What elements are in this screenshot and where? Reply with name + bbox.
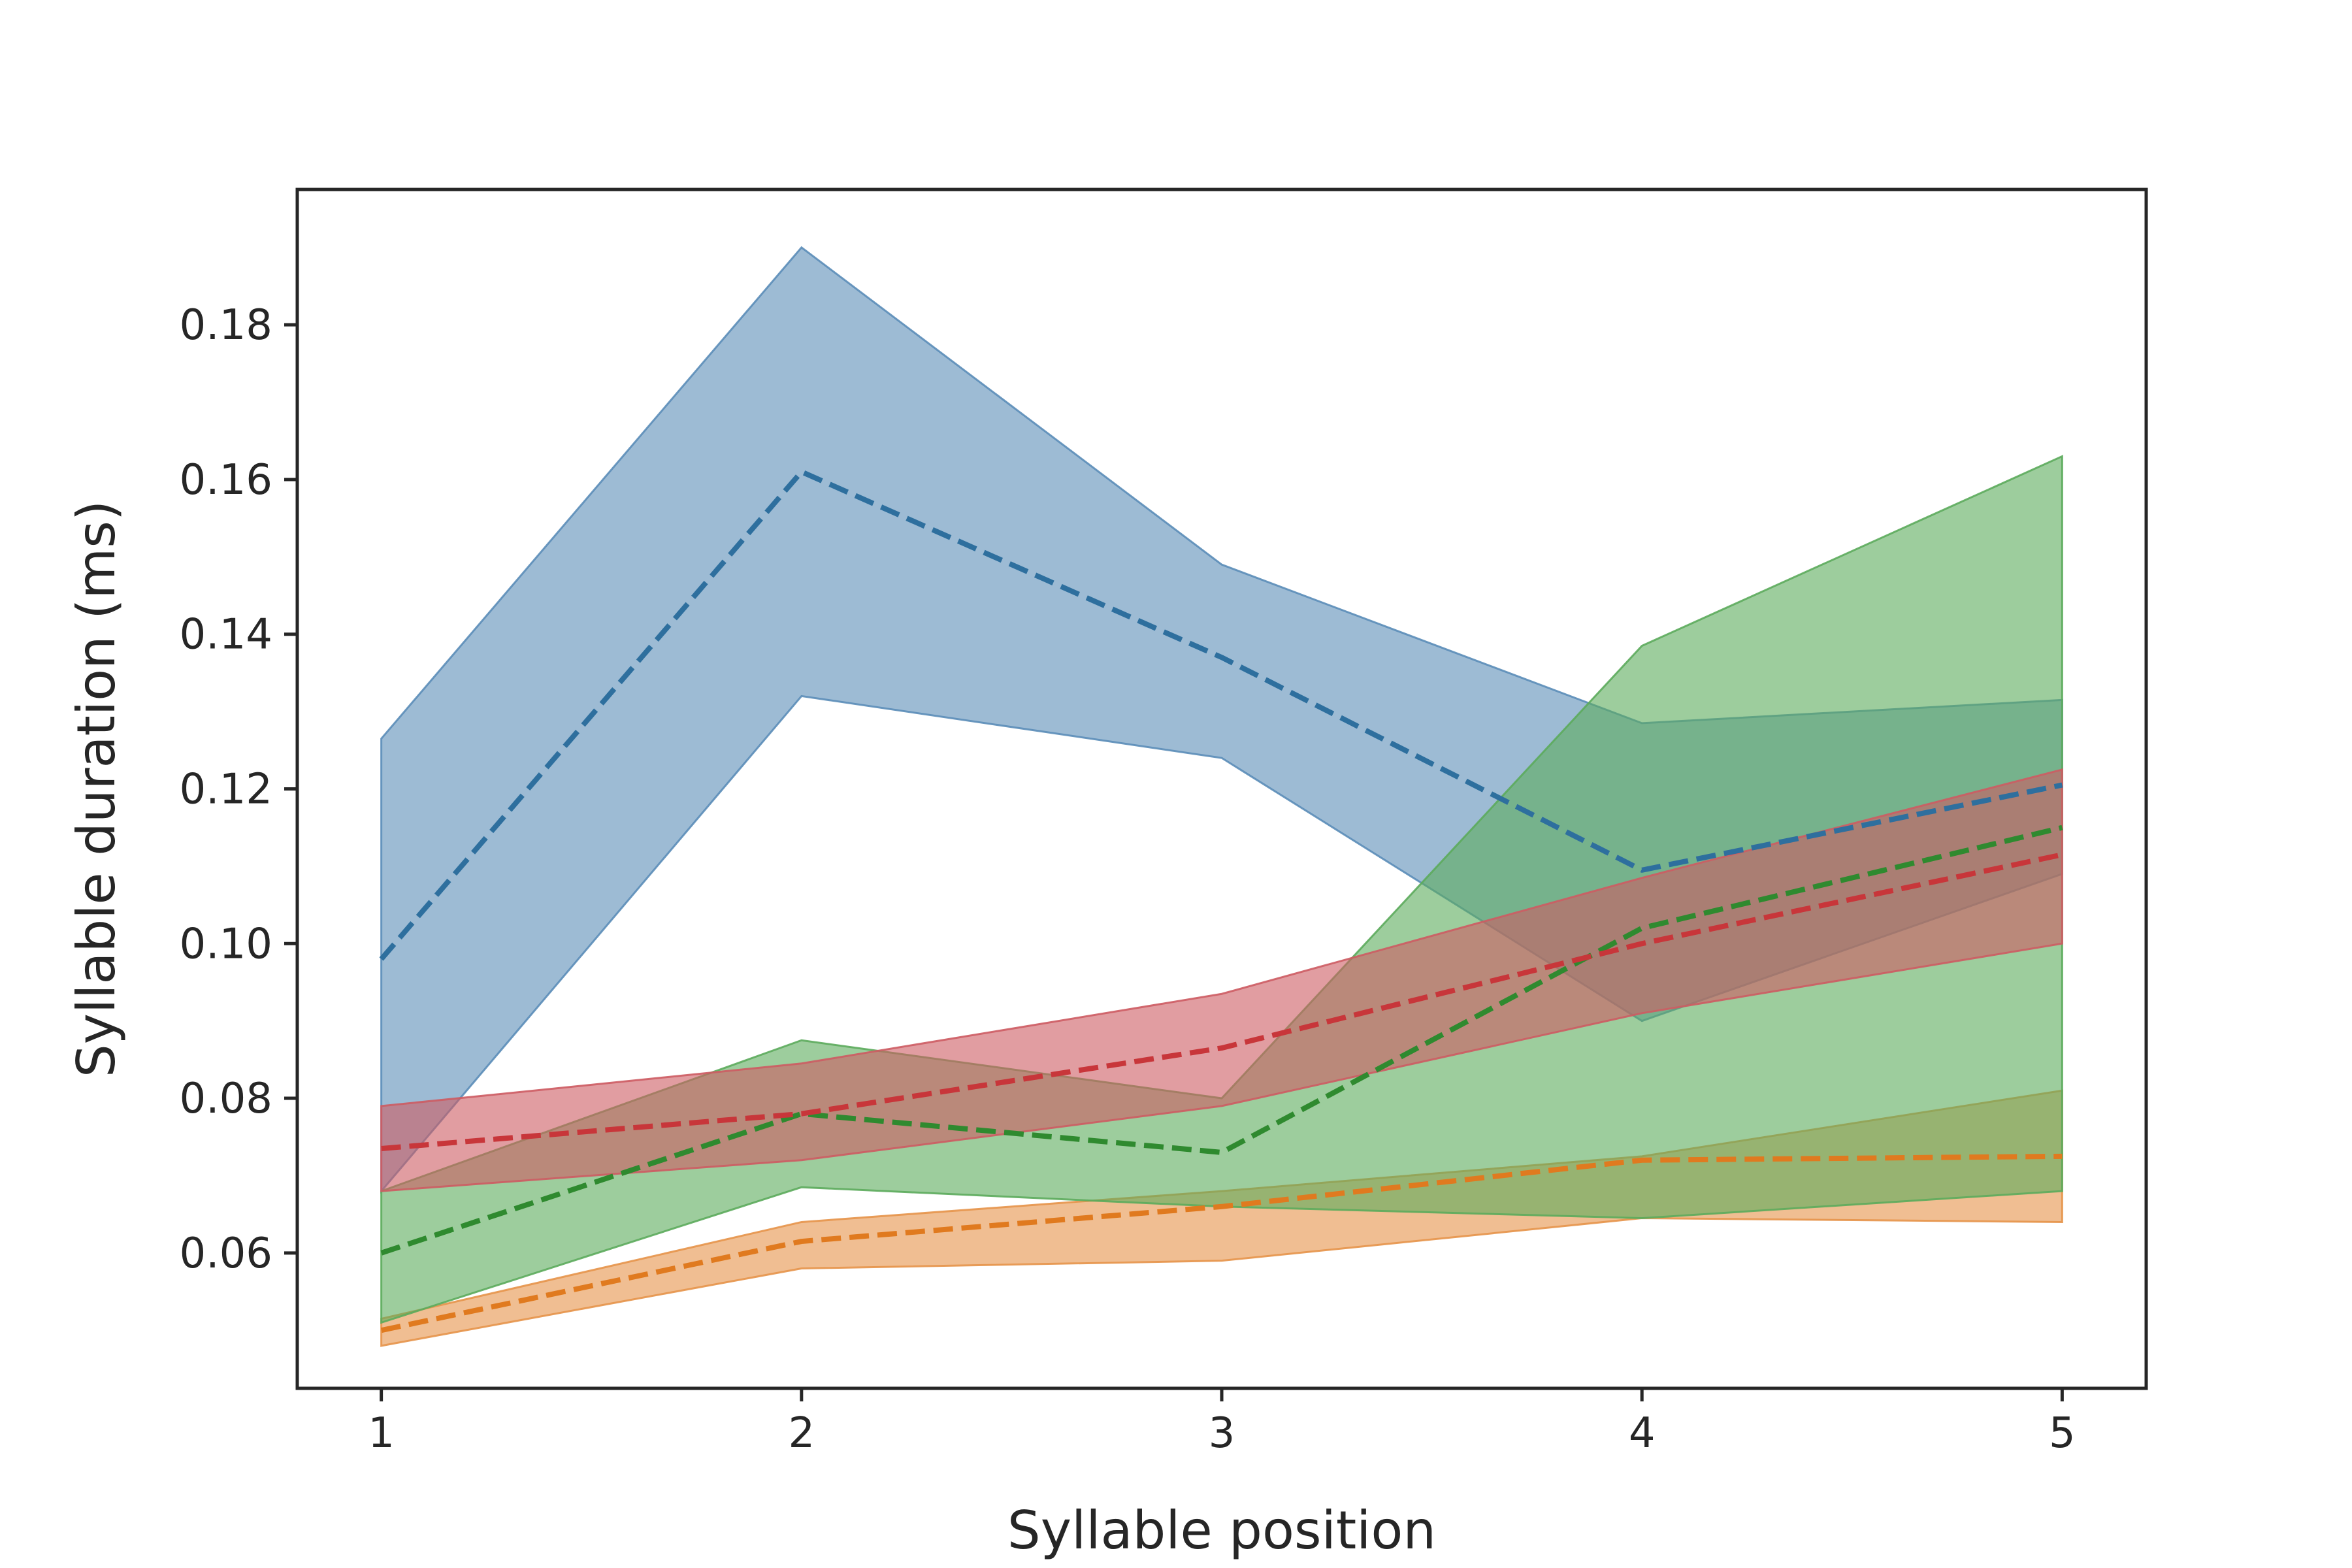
series-2-band — [380, 1089, 2063, 1347]
series-1-line — [379, 469, 2063, 961]
plot-frame — [295, 188, 2148, 1390]
y-tick-label: 0.08 — [180, 1075, 273, 1123]
y-tick-label: 0.18 — [180, 301, 273, 350]
series-4-line — [381, 852, 2063, 1151]
y-tick-label: 0.14 — [180, 611, 273, 659]
y-tick-label: 0.12 — [180, 766, 273, 814]
x-tick-label: 2 — [788, 1409, 815, 1458]
x-tick-label: 1 — [368, 1409, 395, 1458]
y-tick-label: 0.10 — [180, 920, 273, 968]
confidence-bands — [380, 246, 2063, 1347]
x-tick-label: 5 — [2049, 1409, 2076, 1458]
y-axis-ticks: 0.06 0.08 0.10 0.12 0.14 0.16 0.18 — [180, 301, 297, 1278]
y-tick-label: 0.06 — [180, 1230, 273, 1278]
x-tick-label: 4 — [1629, 1409, 1656, 1458]
y-tick-label: 0.16 — [180, 456, 273, 504]
x-axis-label: Syllable position — [1007, 1500, 1436, 1561]
y-axis-label: Syllable duration (ms) — [66, 500, 127, 1077]
series-lines — [379, 469, 2063, 1333]
series-4-band — [380, 768, 2063, 1192]
series-2-line — [380, 1153, 2063, 1333]
x-axis-ticks: 1 2 3 4 5 — [368, 1388, 2076, 1458]
x-tick-label: 3 — [1209, 1409, 1235, 1458]
series-3-line — [380, 825, 2063, 1256]
